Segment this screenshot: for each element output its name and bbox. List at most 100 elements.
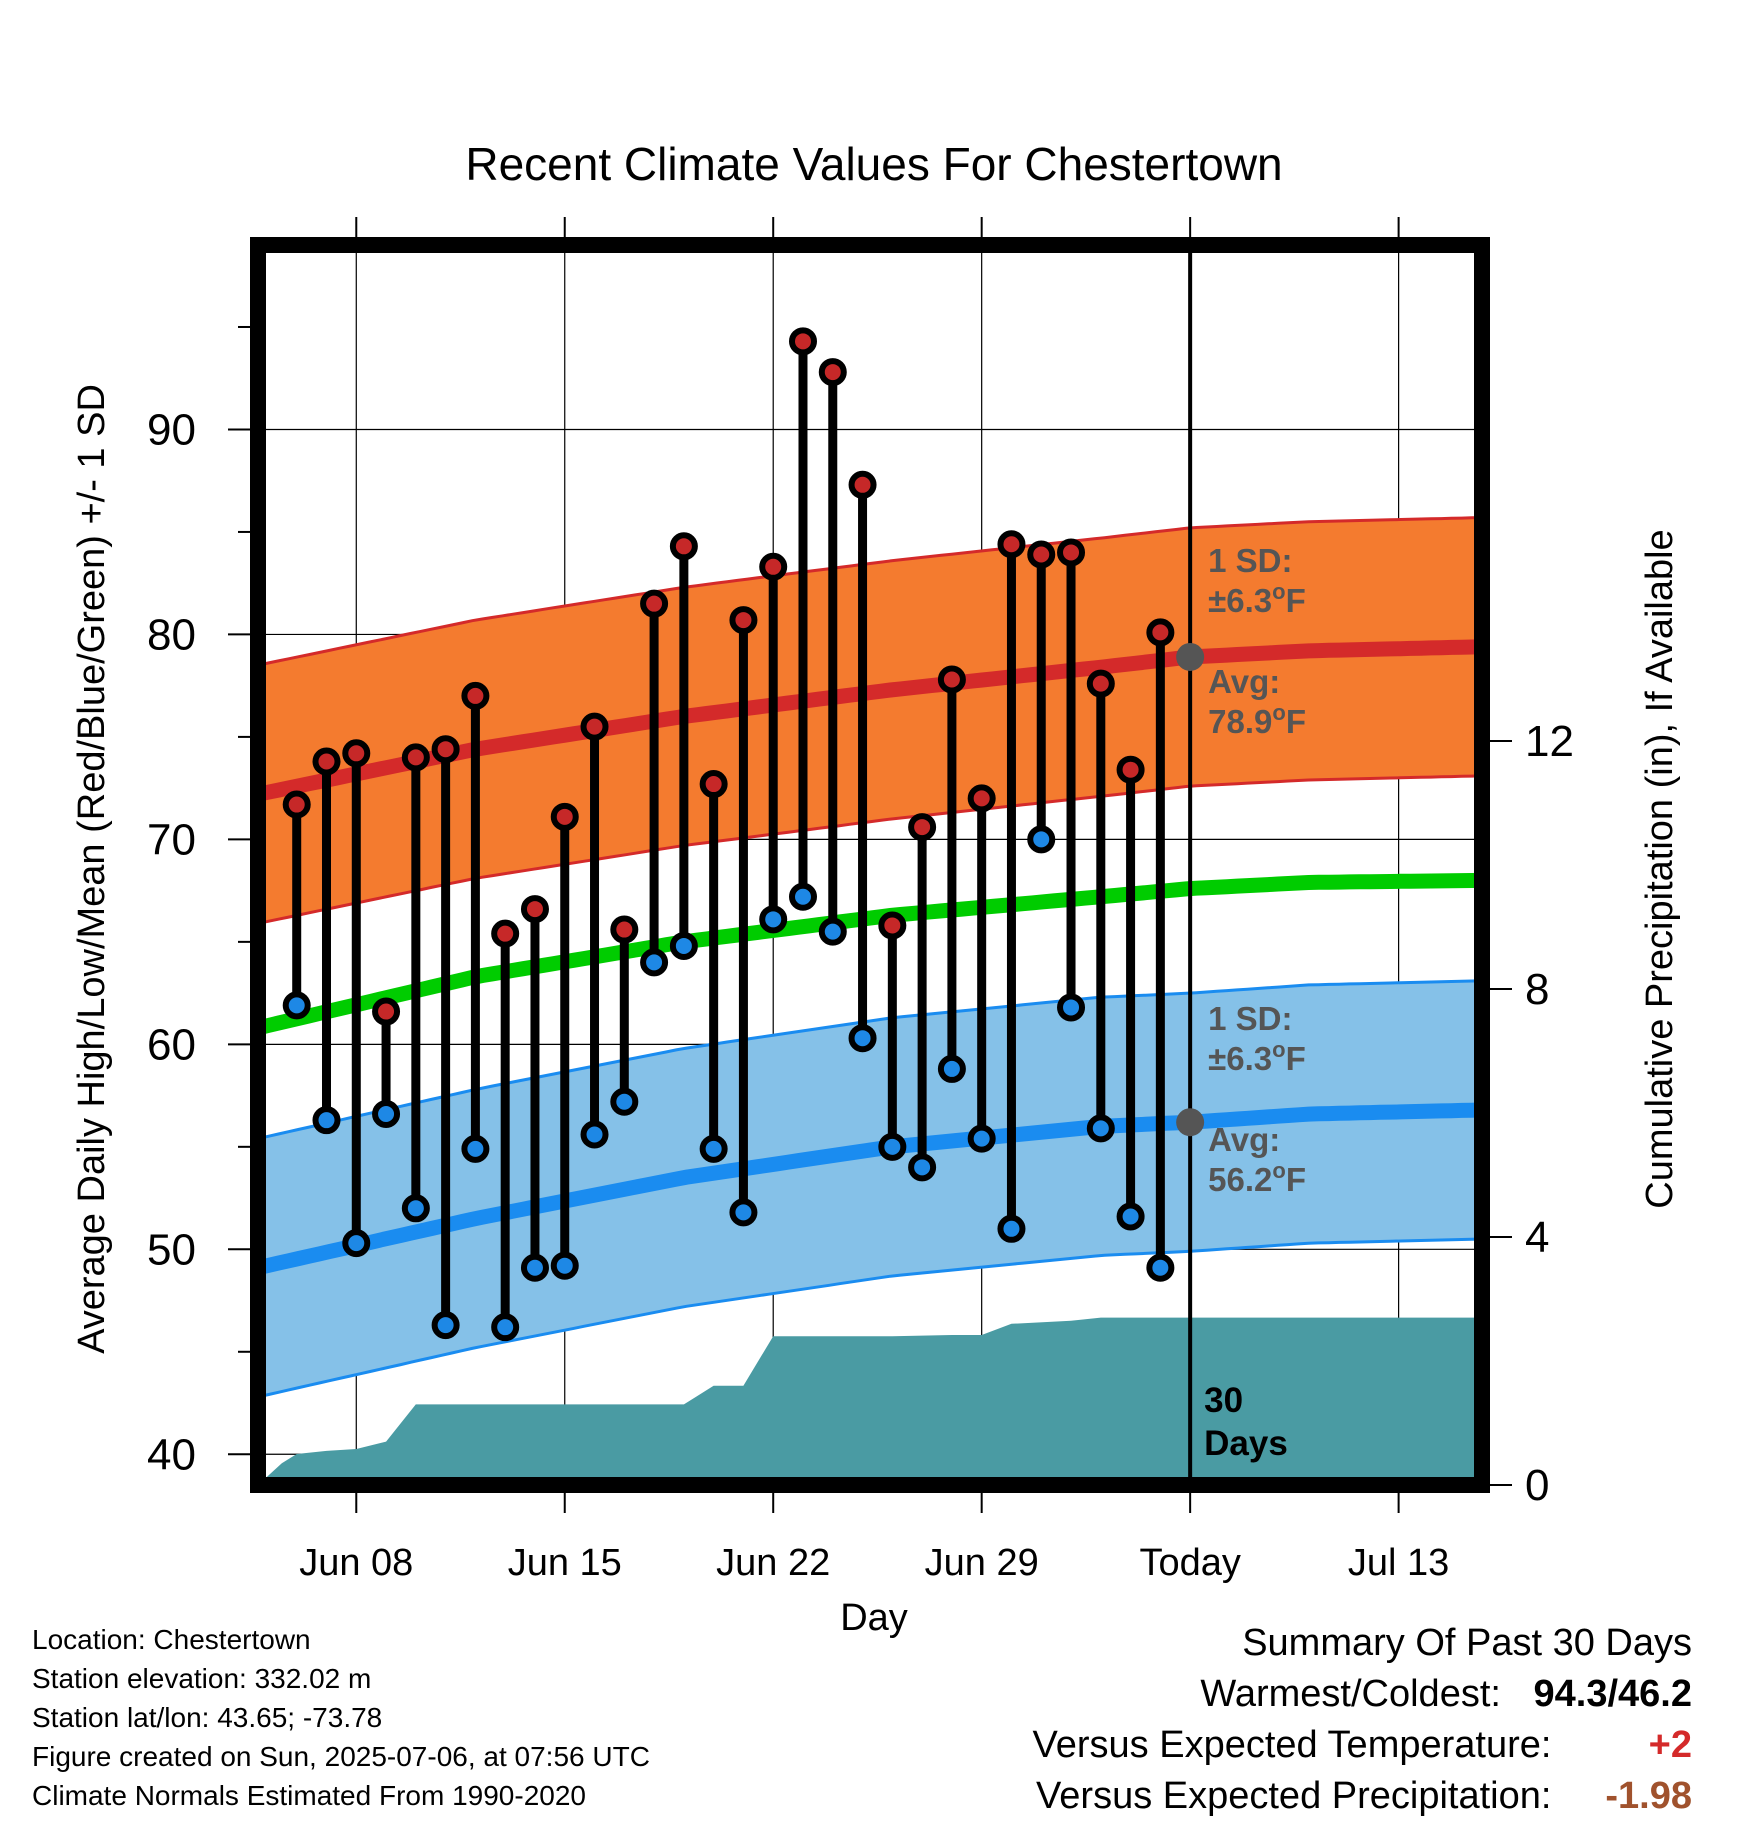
- high-sd-annotation-degree: o: [1272, 579, 1285, 604]
- x-tick-label: Today: [1139, 1542, 1240, 1584]
- x-axis-title: Day: [840, 1597, 908, 1639]
- y-axis-title: Average Daily High/Low/Mean (Red/Blue/Gr…: [71, 384, 113, 1354]
- daily-low-point: [759, 905, 788, 934]
- daily-low-point: [1116, 1202, 1145, 1231]
- y-tick-label: 70: [147, 815, 196, 864]
- daily-low-point: [401, 1194, 430, 1223]
- chart-title: Recent Climate Values For Chestertown: [465, 138, 1282, 190]
- daily-low-point: [312, 1106, 341, 1135]
- daily-high-point: [729, 606, 758, 635]
- precip-vs-expected-label: Versus Expected Precipitation:: [1036, 1775, 1552, 1817]
- daily-low-point: [1057, 993, 1086, 1022]
- daily-high-point: [1057, 538, 1086, 567]
- climate-normals-note: Climate Normals Estimated From 1990-2020: [32, 1780, 586, 1811]
- y2-tick-label: 8: [1525, 965, 1549, 1014]
- summary-warmest-coldest: Warmest/Coldest: 94.3/46.2: [1033, 1669, 1692, 1720]
- daily-high-point: [788, 327, 817, 356]
- figure-created: Figure created on Sun, 2025-07-06, at 07…: [32, 1741, 650, 1772]
- low-sd-upper-edge: [258, 979, 1482, 1141]
- low-sd-annotation-line1: 1 SD:: [1208, 1000, 1292, 1037]
- low-sd-lower-edge: [258, 1237, 1482, 1399]
- warmest-coldest-label: Warmest/Coldest:: [1200, 1673, 1501, 1715]
- daily-high-point: [908, 813, 937, 842]
- high-avg-annotation-line1: Avg:: [1208, 663, 1280, 700]
- daily-high-point: [1146, 618, 1175, 647]
- daily-high-point: [878, 911, 907, 940]
- low-sd-annotation-degree: o: [1272, 1037, 1285, 1062]
- window-label-line2: Days: [1204, 1424, 1288, 1463]
- daily-high-point: [997, 530, 1026, 559]
- today-low-avg-marker: [1176, 1108, 1205, 1137]
- daily-high-point: [967, 784, 996, 813]
- summary-temperature: Versus Expected Temperature: +2: [1033, 1720, 1692, 1771]
- daily-low-point: [282, 991, 311, 1020]
- daily-low-point: [1086, 1114, 1115, 1143]
- daily-high-point: [461, 681, 490, 710]
- summary-panel: Summary Of Past 30 Days Warmest/Coldest:…: [1033, 1618, 1692, 1822]
- low-avg-annotation-line1: Avg:: [1208, 1121, 1280, 1158]
- y-tick-label: 90: [147, 405, 196, 454]
- daily-low-point: [699, 1134, 728, 1163]
- daily-low-point: [669, 931, 698, 960]
- daily-low-point: [520, 1253, 549, 1282]
- high-avg-annotation-line2: 78.9oF: [1208, 700, 1306, 740]
- x-tick-label: Jun 15: [508, 1542, 622, 1584]
- summary-title: Summary Of Past 30 Days: [1242, 1622, 1692, 1664]
- precip-area: [258, 1317, 1482, 1485]
- daily-high-point: [640, 589, 669, 618]
- y-tick-label: 80: [147, 610, 196, 659]
- x-tick-label: Jun 08: [299, 1542, 413, 1584]
- daily-high-point: [699, 770, 728, 799]
- y2-tick-label: 12: [1525, 717, 1574, 766]
- precip-vs-expected-value: -1.98: [1605, 1775, 1692, 1817]
- daily-high-point: [818, 358, 847, 387]
- daily-low-point: [640, 948, 669, 977]
- today-high-avg-marker: [1176, 642, 1205, 671]
- low-sd-annotation-unit: F: [1286, 1040, 1306, 1077]
- daily-high-point: [848, 470, 877, 499]
- daily-high-point: [550, 802, 579, 831]
- y-tick-label: 40: [147, 1430, 196, 1479]
- daily-high-point: [491, 919, 520, 948]
- y-tick-label: 60: [147, 1020, 196, 1069]
- high-avg-annotation-unit: F: [1286, 703, 1306, 740]
- daily-high-point: [520, 895, 549, 924]
- station-info: Location: Chestertown Station elevation:…: [32, 1620, 650, 1815]
- daily-high-point: [431, 735, 460, 764]
- low-sd-annotation-line2: ±6.3oF: [1208, 1037, 1306, 1077]
- daily-low-point: [878, 1132, 907, 1161]
- low-avg-annotation-unit: F: [1286, 1161, 1306, 1198]
- daily-high-point: [669, 532, 698, 561]
- high-avg-line: [258, 639, 1482, 802]
- daily-high-point: [610, 915, 639, 944]
- station-latlon: Station lat/lon: 43.65; -73.78: [32, 1702, 383, 1733]
- x-tick-label: Jul 13: [1348, 1542, 1449, 1584]
- daily-high-point: [1086, 669, 1115, 698]
- plot-frame: [250, 237, 1490, 1493]
- daily-high-point: [282, 790, 311, 819]
- daily-high-point: [342, 739, 371, 768]
- high-sd-lower-edge: [258, 774, 1482, 925]
- daily-high-point: [937, 665, 966, 694]
- temp-vs-expected-label: Versus Expected Temperature:: [1032, 1724, 1552, 1766]
- daily-low-point: [580, 1120, 609, 1149]
- high-sd-annotation-line2: ±6.3oF: [1208, 579, 1306, 619]
- low-avg-annotation-line2: 56.2oF: [1208, 1158, 1306, 1198]
- daily-high-point: [1116, 755, 1145, 784]
- y-tick-label: 50: [147, 1225, 196, 1274]
- y2-axis-title: Cumulative Precipitation (in), If Availa…: [1639, 529, 1681, 1208]
- daily-high-point: [1027, 540, 1056, 569]
- warmest-coldest-value: 94.3/46.2: [1533, 1673, 1692, 1715]
- daily-high-point: [372, 997, 401, 1026]
- summary-precipitation: Versus Expected Precipitation: -1.98: [1033, 1771, 1692, 1822]
- daily-low-point: [372, 1100, 401, 1129]
- daily-high-point: [312, 747, 341, 776]
- y2-tick-label: 4: [1525, 1213, 1549, 1262]
- window-label-line1: 30: [1204, 1381, 1243, 1420]
- daily-low-point: [1027, 825, 1056, 854]
- daily-low-point: [1146, 1253, 1175, 1282]
- high-sd-upper-edge: [258, 516, 1482, 667]
- high-sd-annotation-unit: F: [1286, 582, 1306, 619]
- daily-low-point: [788, 882, 817, 911]
